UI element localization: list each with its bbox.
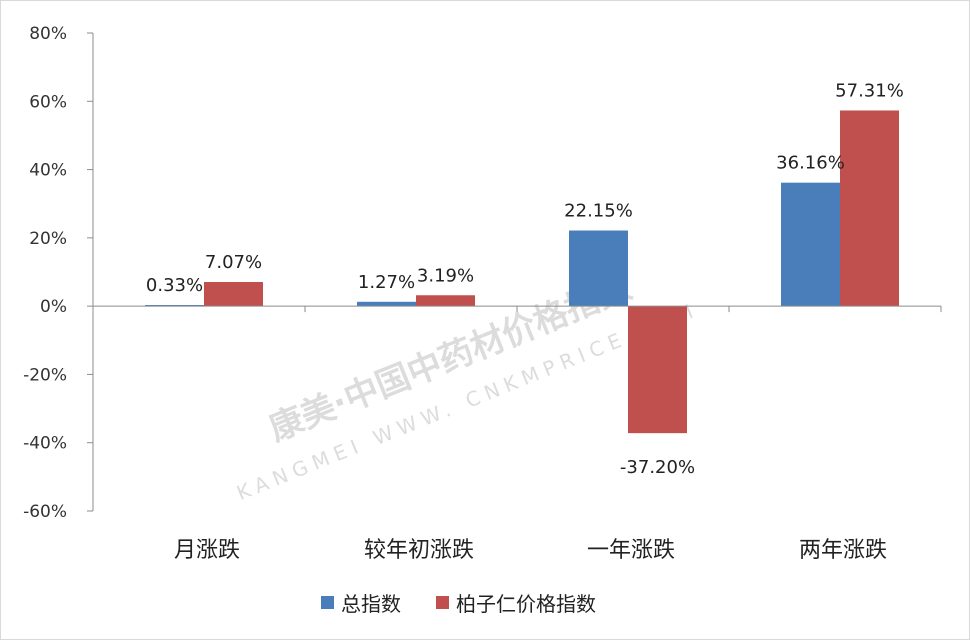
legend-swatch (321, 596, 334, 609)
bar-baiziren-index (840, 110, 899, 307)
data-label: 0.33% (146, 275, 203, 296)
data-label: 1.27% (358, 272, 415, 293)
x-category-label: 月涨跌 (174, 538, 240, 563)
data-label: 57.31% (835, 80, 904, 101)
x-axis: 月涨跌 较年初涨跌 一年涨跌 两年涨跌 (92, 305, 942, 563)
data-labels: 0.33%7.07% 1.27% 3.19% 22.15% -37.20% 36.16% 5… (146, 80, 904, 478)
legend: 总指数 柏子仁价格指数 (321, 592, 596, 616)
y-tick-label: 0% (40, 297, 67, 317)
y-tick-label: 20% (29, 229, 67, 249)
bars (145, 110, 899, 434)
y-tick-label: -60% (23, 502, 67, 522)
y-tick-label: -40% (23, 434, 67, 454)
data-label: -37.20% (620, 457, 695, 478)
y-tick-label: 60% (29, 92, 67, 112)
legend-swatch (436, 596, 449, 609)
data-label: 22.15% (564, 201, 633, 222)
data-label: 3.19% (417, 265, 474, 286)
x-category-label: 较年初涨跌 (364, 538, 474, 563)
y-tick-label: 40% (29, 161, 67, 181)
y-tick-label: -20% (23, 365, 67, 385)
bar-baiziren-index (416, 295, 475, 307)
data-label: 7.07% (205, 252, 262, 273)
bar-total-index (569, 230, 628, 307)
bar-baiziren-index (628, 306, 687, 434)
bar-total-index (781, 182, 840, 307)
bar-baiziren-index (204, 282, 263, 307)
legend-label: 总指数 (341, 592, 401, 616)
data-label: 36.16% (776, 153, 845, 174)
x-category-label: 两年涨跌 (799, 538, 887, 563)
x-category-label: 一年涨跌 (587, 538, 675, 563)
bar-total-index (357, 301, 416, 307)
y-axis: 80% 60% 40% 20% 0% -20% -40% -60% (23, 24, 94, 522)
y-tick-label: 80% (29, 24, 67, 44)
legend-label: 柏子仁价格指数 (456, 592, 596, 616)
